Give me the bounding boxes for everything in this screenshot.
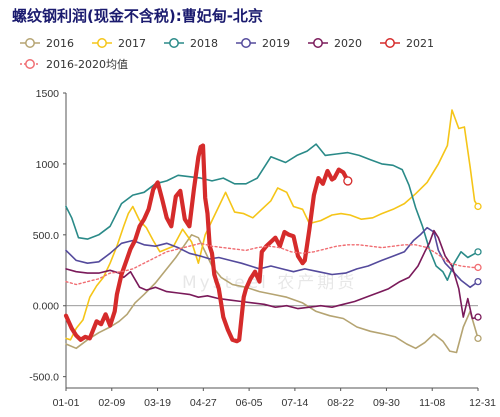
legend-item-2019: 2019 — [236, 37, 290, 50]
legend-item-2020: 2020 — [308, 37, 362, 50]
x-tick-label: 09-30 — [373, 397, 400, 409]
series-end-marker — [474, 202, 482, 211]
legend-marker — [241, 38, 251, 48]
legend-item-2021: 2021 — [380, 37, 434, 50]
legend-item-2016-2020均值: 2016-2020均值 — [20, 58, 128, 71]
legend-label: 2016-2020均值 — [46, 58, 128, 71]
legend-marker — [25, 38, 35, 48]
legend-item-2016: 2016 — [20, 37, 74, 50]
legend-marker — [25, 59, 35, 69]
series-line-2019 — [65, 226, 479, 289]
series-line-2016 — [65, 234, 479, 354]
series-line-2021 — [63, 143, 350, 344]
x-tick-label: 01-01 — [53, 397, 80, 409]
series-end-marker — [474, 277, 482, 286]
x-tick-label: 02-09 — [98, 397, 125, 409]
series-end-marker — [474, 263, 482, 272]
legend-label: 2018 — [190, 37, 218, 50]
legend-label: 2016 — [46, 37, 74, 50]
legend-item-2017: 2017 — [92, 37, 146, 50]
x-tick-label: 06-05 — [236, 397, 263, 409]
x-tick-label: 08-22 — [327, 397, 354, 409]
legend-marker — [97, 38, 107, 48]
x-tick-label: 04-27 — [190, 397, 217, 409]
series-end-marker — [474, 313, 482, 321]
series-line-2016-2020均值 — [65, 242, 479, 286]
legend-label: 2020 — [334, 37, 362, 50]
legend-label: 2019 — [262, 37, 290, 50]
legend-label: 2017 — [118, 37, 146, 50]
x-tick-label: 12-31 — [469, 397, 496, 409]
y-tick-label: 0.000 — [33, 301, 59, 313]
legend-marker — [169, 38, 179, 48]
y-tick-label: 1000 — [36, 159, 60, 171]
legend-item-2018: 2018 — [164, 37, 218, 50]
x-tick-label: 11-08 — [419, 397, 445, 409]
series-line-2017 — [65, 109, 479, 341]
y-tick-label: 500.0 — [33, 230, 59, 242]
watermark: Mysteel 农产期货 — [182, 273, 358, 293]
y-tick-label: 1500 — [36, 88, 60, 100]
series-end-marker — [474, 248, 482, 256]
legend-marker — [385, 38, 395, 48]
series-line-2020 — [65, 229, 479, 320]
x-tick-label: 03-19 — [144, 397, 171, 409]
chart-title: 螺纹钢利润(现金不含税):曹妃甸-北京 — [12, 7, 263, 25]
series-end-marker — [474, 334, 482, 343]
y-tick-label: -500.0 — [29, 372, 59, 384]
x-tick-label: 07-14 — [281, 397, 308, 409]
legend-label: 2021 — [406, 37, 434, 50]
series-end-marker — [343, 176, 353, 186]
legend-marker — [313, 38, 323, 48]
